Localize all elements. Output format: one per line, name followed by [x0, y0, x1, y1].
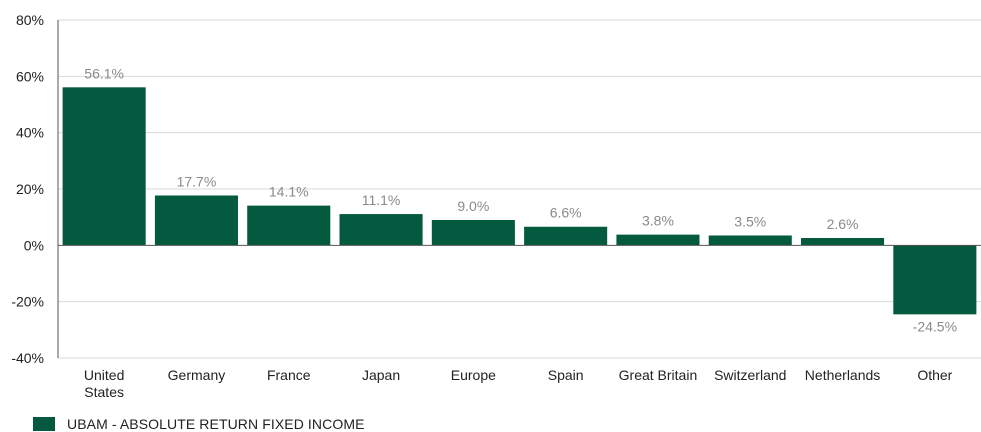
x-tick-label: Switzerland [714, 367, 786, 383]
data-label: 3.8% [642, 213, 674, 229]
data-label: 3.5% [734, 213, 766, 229]
y-tick-label: 0% [24, 237, 44, 253]
bar [616, 234, 700, 246]
bar [247, 205, 331, 246]
y-tick-label: 60% [16, 68, 44, 84]
x-tick-label: Germany [168, 367, 226, 383]
legend-label: UBAM - ABSOLUTE RETURN FIXED INCOME [67, 416, 365, 432]
x-tick-label: Netherlands [805, 367, 881, 383]
x-tick-label: Spain [548, 367, 584, 383]
bar [62, 87, 146, 246]
data-label: -24.5% [913, 318, 957, 334]
data-label: 2.6% [827, 216, 859, 232]
x-tick-label: States [84, 384, 124, 400]
bar [893, 245, 977, 315]
y-tick-label: 80% [16, 12, 44, 28]
bar [524, 226, 608, 246]
x-tick-label: France [267, 367, 311, 383]
data-label: 56.1% [84, 65, 124, 81]
bar [801, 238, 885, 246]
x-tick-label: Europe [451, 367, 496, 383]
x-tick-label: United [84, 367, 124, 383]
bar [154, 195, 238, 246]
x-tick-label: Other [917, 367, 952, 383]
bar [708, 235, 792, 246]
data-label: 9.0% [457, 198, 489, 214]
y-tick-label: -40% [11, 350, 44, 366]
data-label: 11.1% [362, 192, 401, 208]
x-tick-label: Great Britain [619, 367, 698, 383]
bar [431, 219, 515, 246]
bar [339, 214, 423, 246]
bars [62, 87, 977, 315]
gridlines [58, 19, 981, 359]
x-tick-label: Japan [362, 367, 400, 383]
y-tick-label: 40% [16, 125, 44, 141]
y-tick-label: -20% [11, 294, 44, 310]
data-label: 17.7% [177, 173, 217, 189]
legend: UBAM - ABSOLUTE RETURN FIXED INCOME [33, 416, 365, 432]
axes [57, 20, 981, 358]
y-tick-label: 20% [16, 181, 44, 197]
data-label: 6.6% [550, 205, 582, 221]
data-label: 14.1% [269, 184, 309, 200]
legend-swatch [33, 417, 55, 431]
